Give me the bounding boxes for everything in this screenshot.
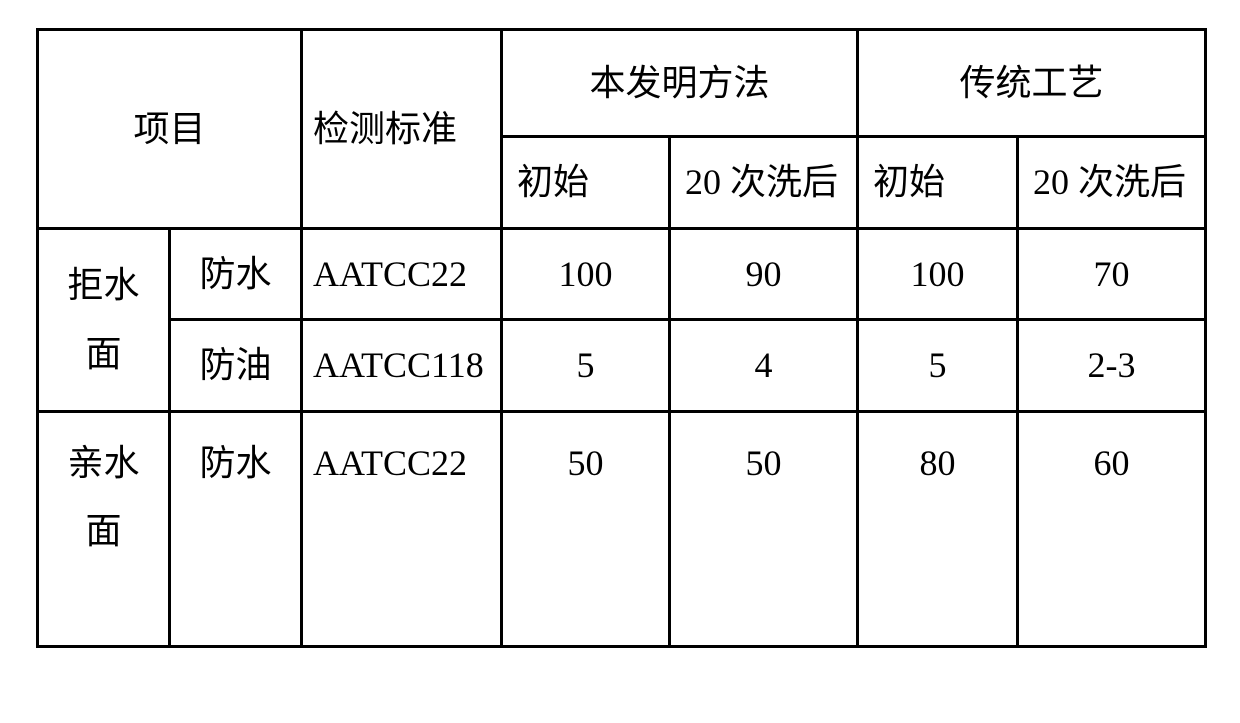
subheader-a-initial: 初始 xyxy=(502,137,670,228)
row-prop: 防油 xyxy=(170,320,302,411)
table-header-row: 项目 检测标准 本发明方法 传统工艺 xyxy=(38,30,1206,137)
row-prop: 防水 xyxy=(170,228,302,319)
subheader-b-after20: 20 次洗后 xyxy=(1018,137,1206,228)
header-project: 项目 xyxy=(38,30,302,229)
cell-a-init: 5 xyxy=(502,320,670,411)
cell-a-after: 90 xyxy=(670,228,858,319)
header-method-invention: 本发明方法 xyxy=(502,30,858,137)
comparison-table: 项目 检测标准 本发明方法 传统工艺 初始 20 次洗后 初始 20 次洗后 拒… xyxy=(36,28,1207,648)
row-standard: AATCC22 xyxy=(302,228,502,319)
table-row: 拒水面 防水 AATCC22 100 90 100 70 xyxy=(38,228,1206,319)
header-method-traditional: 传统工艺 xyxy=(858,30,1206,137)
subheader-a-after20: 20 次洗后 xyxy=(670,137,858,228)
table-row: 防油 AATCC118 5 4 5 2-3 xyxy=(38,320,1206,411)
cell-b-init: 5 xyxy=(858,320,1018,411)
table-row: 亲水面 防水 AATCC22 50 50 80 60 xyxy=(38,411,1206,647)
row-standard: AATCC118 xyxy=(302,320,502,411)
cell-b-after: 2-3 xyxy=(1018,320,1206,411)
cell-b-after: 70 xyxy=(1018,228,1206,319)
cell-a-after: 50 xyxy=(670,411,858,647)
row-group-label: 拒水面 xyxy=(38,228,170,411)
cell-b-init: 80 xyxy=(858,411,1018,647)
row-prop: 防水 xyxy=(170,411,302,647)
subheader-b-initial: 初始 xyxy=(858,137,1018,228)
row-group-label: 亲水面 xyxy=(38,411,170,647)
cell-a-init: 50 xyxy=(502,411,670,647)
cell-a-after: 4 xyxy=(670,320,858,411)
cell-b-init: 100 xyxy=(858,228,1018,319)
row-standard: AATCC22 xyxy=(302,411,502,647)
cell-b-after: 60 xyxy=(1018,411,1206,647)
header-standard: 检测标准 xyxy=(302,30,502,229)
cell-a-init: 100 xyxy=(502,228,670,319)
